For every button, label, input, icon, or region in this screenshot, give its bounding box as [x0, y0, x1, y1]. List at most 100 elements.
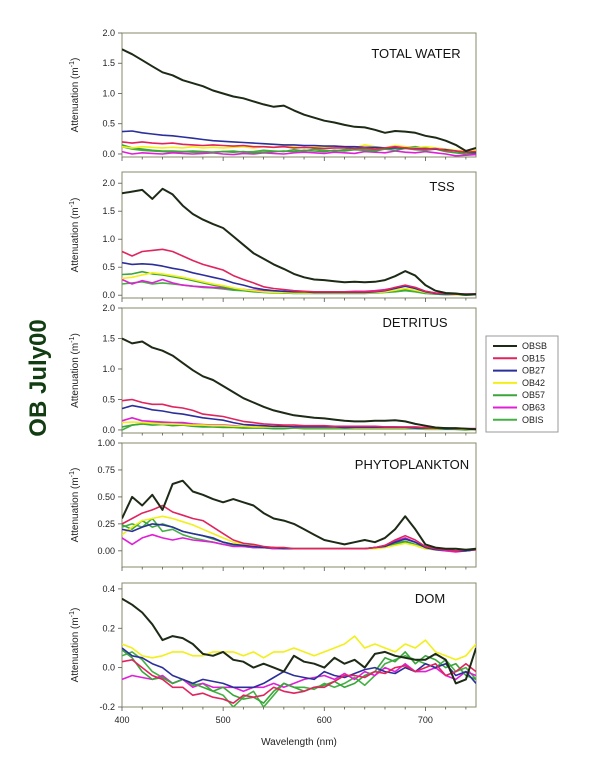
y-axis-label: Attenuation (m-1) — [69, 468, 81, 543]
y-axis-label-sup: -1 — [69, 336, 76, 342]
y-axis-label-close: ) — [70, 468, 81, 471]
y-tick-label: 0.0 — [102, 425, 115, 435]
series-line-obsb — [122, 337, 476, 431]
series-line-obsb — [122, 597, 476, 685]
y-axis-label-close: ) — [70, 58, 81, 61]
y-axis-label-sup: -1 — [69, 611, 76, 617]
legend-item-ob42: OB42 — [493, 378, 545, 388]
series-group — [122, 187, 476, 296]
legend-label: OB15 — [522, 353, 545, 363]
legend-item-ob57: OB57 — [493, 390, 545, 400]
series-line-obsb — [122, 187, 476, 296]
legend-item-ob27: OB27 — [493, 366, 545, 376]
series-line-ob42 — [122, 635, 476, 661]
y-tick-label: 0.0 — [102, 149, 115, 159]
legend-label: OB63 — [522, 403, 545, 413]
y-tick-label: 1.5 — [102, 58, 115, 68]
y-axis-label-main: Attenuation (m — [70, 617, 81, 682]
y-axis-label-main: Attenuation (m — [70, 67, 81, 132]
y-tick-label: 0.5 — [102, 394, 115, 404]
panel-total-water: 0.0 0.5 1.0 1.5 2.0 Attenuation (m-1) TOTAL WA… — [69, 28, 477, 161]
series-line-ob15 — [122, 659, 476, 704]
series-line-obsb — [122, 48, 476, 152]
y-tick-label: 1.00 — [97, 438, 115, 448]
legend-item-ob15: OB15 — [493, 353, 545, 363]
panel-title: TSS — [429, 179, 455, 194]
panel-title: TOTAL WATER — [371, 46, 460, 61]
panel-title: DETRITUS — [383, 315, 448, 330]
y-tick-label: 1.5 — [102, 206, 115, 216]
plot-frame — [121, 307, 477, 434]
y-tick-label: 1.0 — [102, 364, 115, 374]
y-tick-label: 0.5 — [102, 262, 115, 272]
y-tick-label: 1.0 — [102, 88, 115, 98]
series-line-ob63 — [122, 150, 476, 157]
series-line-ob15 — [122, 248, 476, 295]
figure-side-title: OB July00 — [25, 319, 52, 436]
y-tick-label: 0.75 — [97, 465, 115, 475]
y-axis-label-sup: -1 — [69, 61, 76, 67]
legend-label: OB27 — [522, 366, 545, 376]
series-line-ob42 — [122, 272, 476, 296]
x-tick-label: 500 — [216, 715, 231, 725]
series-line-ob15 — [122, 141, 476, 153]
y-axis-label-close: ) — [70, 198, 81, 201]
series-group — [122, 337, 476, 431]
legend-label: OBIS — [522, 415, 544, 425]
y-tick-label: 0.25 — [97, 519, 115, 529]
series-line-ob27 — [122, 404, 476, 431]
y-tick-label: 1.0 — [102, 234, 115, 244]
legend-label: OB57 — [522, 390, 545, 400]
y-axis-label: Attenuation (m-1) — [69, 58, 81, 133]
x-tick-label: 400 — [114, 715, 129, 725]
series-line-ob15 — [122, 398, 476, 430]
series-line-ob15 — [122, 504, 476, 552]
legend-item-obsb: OBSB — [493, 341, 547, 351]
y-axis-label-main: Attenuation (m — [70, 477, 81, 542]
series-line-obsb — [122, 479, 476, 551]
plot-frame — [121, 171, 477, 299]
legend-label: OBSB — [522, 341, 547, 351]
y-tick-label: -0.2 — [99, 702, 115, 712]
y-tick-label: 1.5 — [102, 333, 115, 343]
panel-phytoplankton: 0.00 0.25 0.50 0.75 1.00 Attenuation (m-1) PHY… — [69, 438, 477, 571]
panel-detritus: 0.0 0.5 1.0 1.5 2.0 Attenuation (m-1) DETRITUS — [69, 303, 477, 437]
y-tick-label: 0.0 — [102, 290, 115, 300]
series-line-ob57 — [122, 649, 476, 704]
y-axis-label-sup: -1 — [69, 471, 76, 477]
y-axis-label: Attenuation (m-1) — [69, 608, 81, 683]
legend-item-ob63: OB63 — [493, 403, 545, 413]
y-axis-label-main: Attenuation (m — [70, 343, 81, 408]
panel-title: PHYTOPLANKTON — [355, 457, 469, 472]
y-tick-label: 0.2 — [102, 623, 115, 633]
y-tick-label: 0.50 — [97, 492, 115, 502]
legend: OBSB OB15 OB27 OB42 OB57 OB63 OBIS — [485, 335, 559, 433]
y-axis-label: Attenuation (m-1) — [69, 198, 81, 273]
y-tick-label: 0.0 — [102, 663, 115, 673]
x-axis-label: Wavelength (nm) — [261, 737, 337, 748]
y-axis-label-sup: -1 — [69, 201, 76, 207]
y-tick-label: 0.5 — [102, 119, 115, 129]
y-axis-label: Attenuation (m-1) — [69, 333, 81, 408]
panel-tss: 0.0 0.5 1.0 1.5 2.0 Attenuation (m-1) TSS — [69, 171, 477, 302]
panel-dom: -0.2 0.0 0.2 0.4 Attenuation (m-1) DOM 400 500 6… — [69, 582, 477, 725]
legend-label: OB42 — [522, 378, 545, 388]
series-group — [122, 479, 476, 553]
legend-box — [485, 335, 559, 433]
y-tick-label: 0.4 — [102, 584, 115, 594]
y-axis-label-main: Attenuation (m — [70, 207, 81, 272]
x-tick-label: 700 — [418, 715, 433, 725]
y-tick-label: 2.0 — [102, 28, 115, 38]
y-tick-label: 2.0 — [102, 303, 115, 313]
series-group — [122, 597, 476, 707]
y-tick-label: 2.0 — [102, 178, 115, 188]
legend-item-obis: OBIS — [493, 415, 544, 425]
series-group — [122, 48, 476, 157]
panel-title: DOM — [415, 591, 445, 606]
y-axis-label-close: ) — [70, 608, 81, 611]
y-axis-label-close: ) — [70, 333, 81, 336]
x-tick-label: 600 — [317, 715, 332, 725]
y-tick-label: 0.00 — [97, 546, 115, 556]
